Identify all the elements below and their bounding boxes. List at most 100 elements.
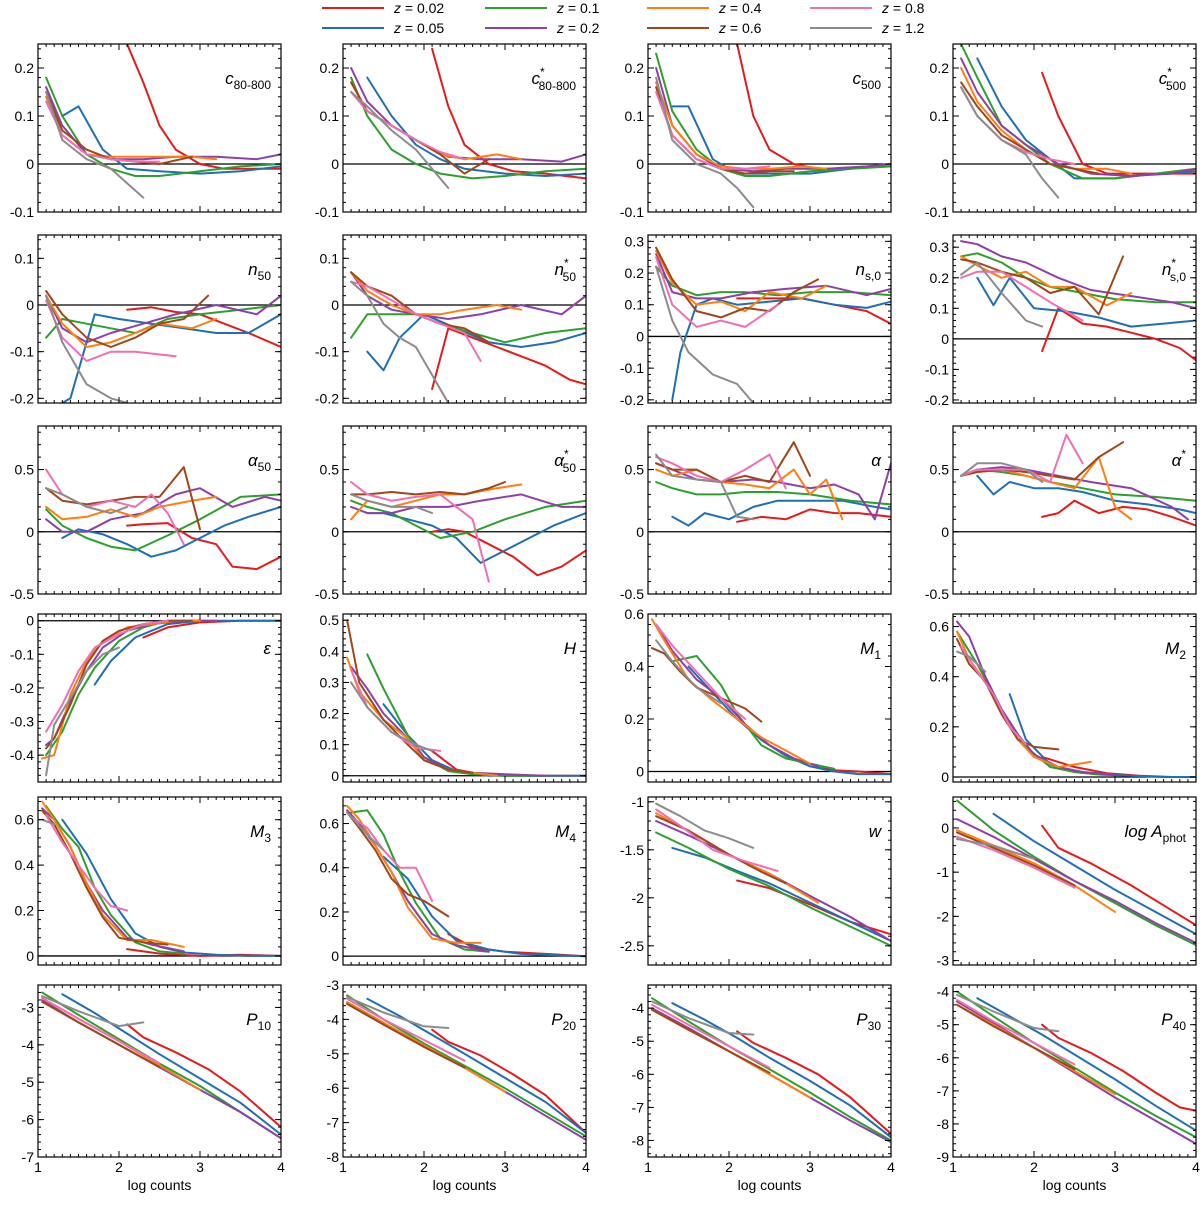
series-group bbox=[960, 433, 1196, 527]
series-line bbox=[45, 86, 281, 161]
series-line bbox=[655, 265, 755, 403]
y-tick-label: 0.5 bbox=[15, 462, 35, 478]
series-line bbox=[1041, 824, 1196, 927]
legend-label-value: = 0.05 bbox=[401, 20, 444, 36]
y-tick-label: 0 bbox=[941, 820, 949, 836]
series-group bbox=[350, 47, 586, 189]
series-group bbox=[45, 44, 281, 199]
y-tick-label: 0.1 bbox=[625, 297, 645, 313]
legend-label-value: = 1.2 bbox=[889, 20, 925, 36]
series-group bbox=[655, 246, 891, 403]
series-line bbox=[41, 809, 169, 946]
series-group bbox=[41, 800, 281, 957]
y-tick-label: 0 bbox=[26, 524, 34, 540]
x-tick-label: 1 bbox=[34, 1159, 42, 1175]
series-line bbox=[960, 261, 1044, 328]
panel-label: c* 80-800 bbox=[531, 65, 576, 93]
series-line bbox=[960, 240, 1196, 310]
y-tick-label: 0 bbox=[941, 156, 949, 172]
series-line bbox=[1041, 755, 1196, 778]
series-line bbox=[45, 294, 281, 344]
series-group bbox=[655, 44, 891, 209]
series-line bbox=[960, 44, 1196, 180]
series-line bbox=[346, 1001, 506, 1093]
y-tick-label: -0.1 bbox=[315, 204, 339, 220]
panel-frame bbox=[37, 984, 282, 1158]
series-line bbox=[960, 270, 1084, 322]
series-line bbox=[350, 493, 586, 515]
legend-label-value: = 0.2 bbox=[564, 20, 600, 36]
series-line bbox=[671, 499, 891, 527]
panel-label-subscript: 50 bbox=[563, 461, 577, 475]
series-line bbox=[350, 815, 434, 902]
panel-label-base: P bbox=[1161, 1010, 1173, 1029]
panel-frame bbox=[952, 613, 1197, 783]
y-tick-label: 0.5 bbox=[320, 462, 340, 478]
panel-frame bbox=[342, 613, 587, 783]
series-line bbox=[45, 95, 218, 161]
y-tick-label: -7 bbox=[937, 1083, 950, 1099]
x-tick-label: 4 bbox=[887, 1159, 895, 1175]
panel-label-base: c bbox=[1159, 69, 1168, 88]
x-axis-label: log counts bbox=[1043, 1177, 1107, 1193]
series-line bbox=[736, 44, 891, 170]
x-tick-label: 3 bbox=[501, 1159, 509, 1175]
panel-label-base: P bbox=[856, 1010, 868, 1029]
legend-entry: z = 0.8 bbox=[810, 0, 925, 16]
panel-label: c500 bbox=[852, 69, 881, 92]
series-line bbox=[346, 996, 450, 1029]
series-line bbox=[61, 105, 281, 175]
series-line bbox=[736, 508, 891, 523]
series-group bbox=[960, 44, 1196, 199]
panel-label-base: n bbox=[1162, 260, 1171, 279]
y-tick-label: -7 bbox=[22, 1149, 35, 1165]
x-axis-label: log counts bbox=[433, 1177, 497, 1193]
series-line bbox=[431, 327, 586, 390]
y-tick-label: 0.3 bbox=[625, 233, 645, 249]
panel-ns0s: -0.2 -0.1 0 0.1 0.2 0.3 n* s,0 bbox=[925, 234, 1197, 408]
panel-label-subscript: 50 bbox=[258, 269, 272, 283]
panel-label: M1 bbox=[860, 639, 881, 662]
series-line bbox=[1041, 499, 1196, 527]
series-line bbox=[350, 280, 482, 362]
series-group bbox=[350, 481, 586, 583]
series-line bbox=[956, 838, 1035, 860]
series-line bbox=[960, 57, 1196, 177]
panel-P10: 1 2 3 4 log counts -7 -6 -5 -4 -3 P10 bbox=[22, 984, 285, 1193]
legend-entry: z = 0.1 bbox=[485, 0, 600, 16]
panel-frame bbox=[37, 43, 282, 213]
series-line bbox=[350, 76, 586, 180]
legend-entry: z = 0.2 bbox=[485, 20, 600, 36]
series-line bbox=[655, 623, 820, 768]
series-line bbox=[382, 855, 586, 958]
series-line bbox=[956, 831, 1076, 887]
y-tick-label: -0.5 bbox=[925, 586, 949, 602]
panel-frame bbox=[342, 43, 587, 213]
y-tick-label: -0.1 bbox=[925, 204, 949, 220]
series-line bbox=[956, 990, 1196, 1139]
y-tick-label: 0.2 bbox=[320, 706, 340, 722]
x-tick-label: 2 bbox=[115, 1159, 123, 1175]
y-tick-label: -4 bbox=[327, 1011, 340, 1027]
series-line bbox=[45, 619, 169, 733]
y-tick-label: 0.6 bbox=[625, 606, 645, 622]
legend: z = 0.02z = 0.05z = 0.1z = 0.2z = 0.4z =… bbox=[322, 0, 925, 36]
series-line bbox=[956, 638, 1060, 751]
y-tick-label: -0.1 bbox=[315, 344, 339, 360]
y-tick-label: -0.2 bbox=[10, 680, 34, 696]
y-tick-label: 0 bbox=[331, 948, 339, 964]
panel-alpha50s: -0.5 0 0.5 α* 50 bbox=[315, 425, 587, 602]
y-tick-label: -0.2 bbox=[620, 392, 644, 408]
y-tick-label: -0.2 bbox=[925, 392, 949, 408]
series-line bbox=[45, 495, 218, 521]
panel-label-base: c bbox=[531, 69, 540, 88]
panel-label-base: M bbox=[555, 822, 570, 841]
series-line bbox=[956, 630, 1100, 776]
y-tick-label: -1 bbox=[937, 864, 950, 880]
y-tick-label: -2 bbox=[937, 908, 950, 924]
series-line bbox=[45, 468, 185, 546]
x-tick-label: 1 bbox=[949, 1159, 957, 1175]
panel-label-subscript: 500 bbox=[861, 78, 881, 92]
